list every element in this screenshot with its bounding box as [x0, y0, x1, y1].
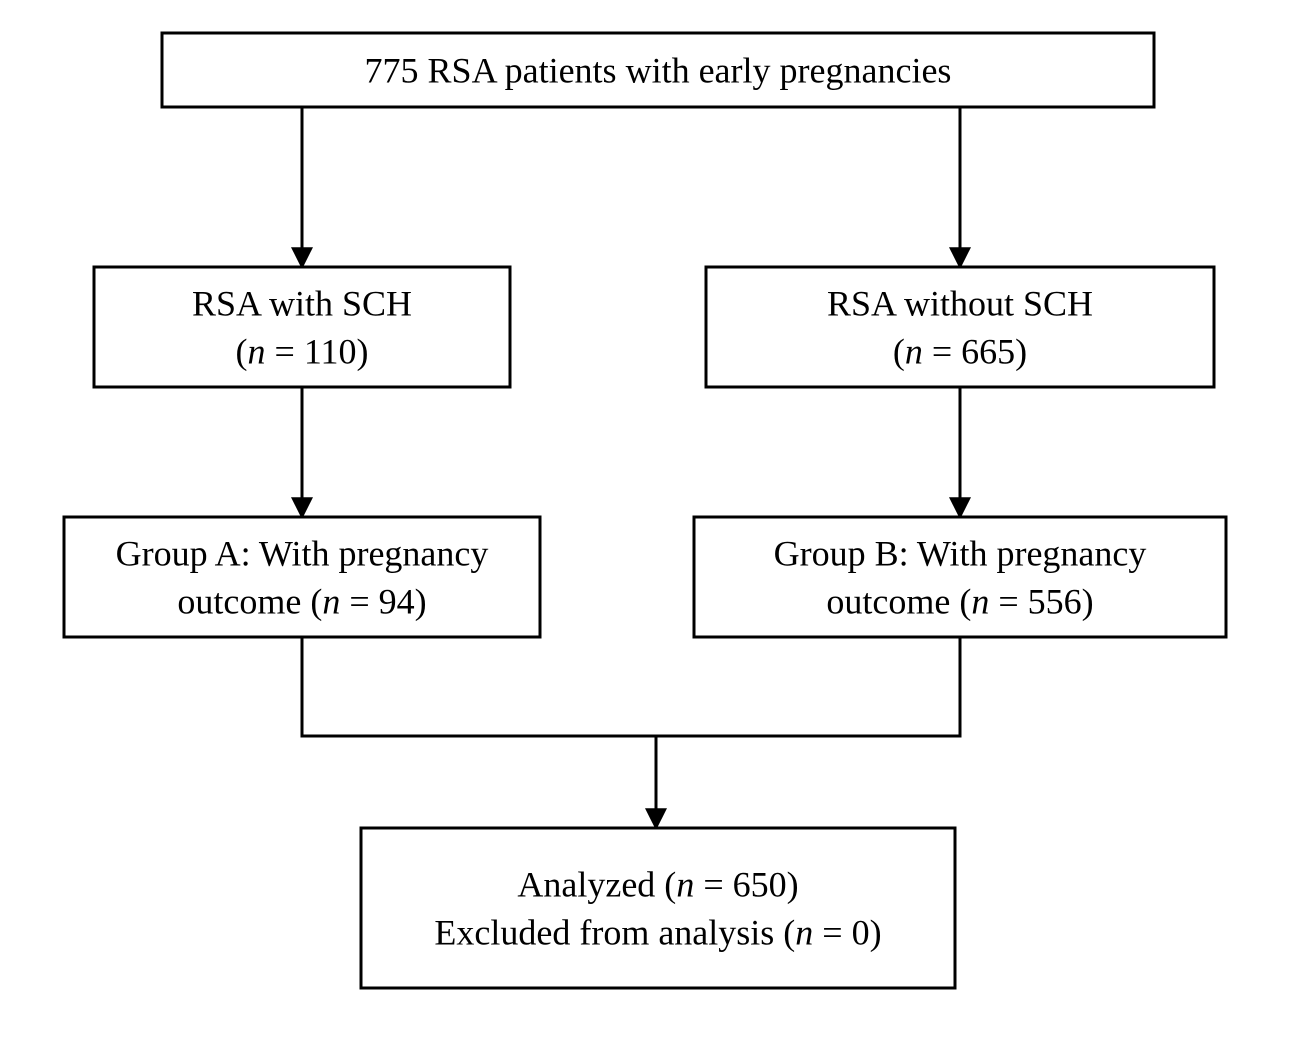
flow-node-text: (n = 110) — [236, 332, 369, 372]
flow-node-text: Analyzed (n = 650) — [517, 865, 798, 905]
flow-node-right1: RSA without SCH (n = 665) — [706, 267, 1214, 387]
flow-node-text: 775 RSA patients with early pregnancies — [365, 51, 952, 91]
flow-node-text: Excluded from analysis (n = 0) — [434, 913, 881, 953]
flow-node-text: (n = 665) — [893, 332, 1027, 372]
flow-node-right2: Group B: With pregnancy outcome (n = 556) — [694, 517, 1226, 637]
flow-node-bottom: Analyzed (n = 650) Excluded from analysis… — [361, 828, 955, 988]
flow-node-text: RSA without SCH — [827, 284, 1093, 324]
flow-node-text: outcome (n = 556) — [826, 582, 1093, 622]
flow-node-text: outcome (n = 94) — [177, 582, 426, 622]
flow-node-text: Group B: With pregnancy — [774, 534, 1147, 574]
flow-node-left2: Group A: With pregnancy outcome (n = 94) — [64, 517, 540, 637]
flow-node-top: 775 RSA patients with early pregnancies — [162, 33, 1154, 107]
flow-merge — [302, 637, 960, 736]
flow-node-left1: RSA with SCH (n = 110) — [94, 267, 510, 387]
flow-node-text: Group A: With pregnancy — [116, 534, 489, 574]
flow-node-text: RSA with SCH — [192, 284, 412, 324]
